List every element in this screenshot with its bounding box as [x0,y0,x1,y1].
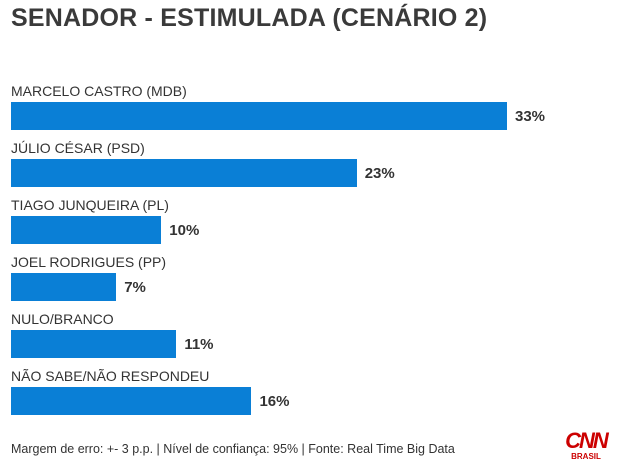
bar [11,330,177,358]
bar [11,102,507,130]
logo-subtext: BRASIL [571,452,601,461]
bar-row: NÃO SABE/NÃO RESPONDEU 16% [11,367,290,415]
bar-row: TIAGO JUNQUEIRA (PL) 10% [11,196,199,244]
category-label: NULO/BRANCO [11,311,114,327]
category-label: MARCELO CASTRO (MDB) [11,83,187,99]
cnn-brasil-logo: CNN BRASIL [562,428,610,462]
logo-text: CNN [565,428,609,453]
value-label: 16% [259,393,290,410]
value-label: 23% [364,165,395,182]
bar-row: JOEL RODRIGUES (PP) 7% [11,253,166,301]
bar-row: MARCELO CASTRO (MDB) 33% [11,82,545,130]
category-label: JOEL RODRIGUES (PP) [11,254,167,270]
bar-row: NULO/BRANCO 11% [11,310,214,358]
value-label: 11% [184,336,214,353]
category-label: NÃO SABE/NÃO RESPONDEU [11,368,210,384]
footer-note: Margem de erro: +- 3 p.p. | Nível de con… [11,442,455,456]
bar [11,159,357,187]
category-label: JÚLIO CÉSAR (PSD) [11,140,145,156]
bar-row: JÚLIO CÉSAR (PSD) 23% [11,139,395,187]
value-label: 7% [124,279,146,296]
bar [11,273,117,301]
value-label: 33% [514,108,546,125]
bar [11,387,252,415]
bar [11,216,162,244]
chart-title: SENADOR - ESTIMULADA (CENÁRIO 2) [11,4,488,32]
category-label: TIAGO JUNQUEIRA (PL) [11,197,169,213]
value-label: 10% [169,222,200,239]
